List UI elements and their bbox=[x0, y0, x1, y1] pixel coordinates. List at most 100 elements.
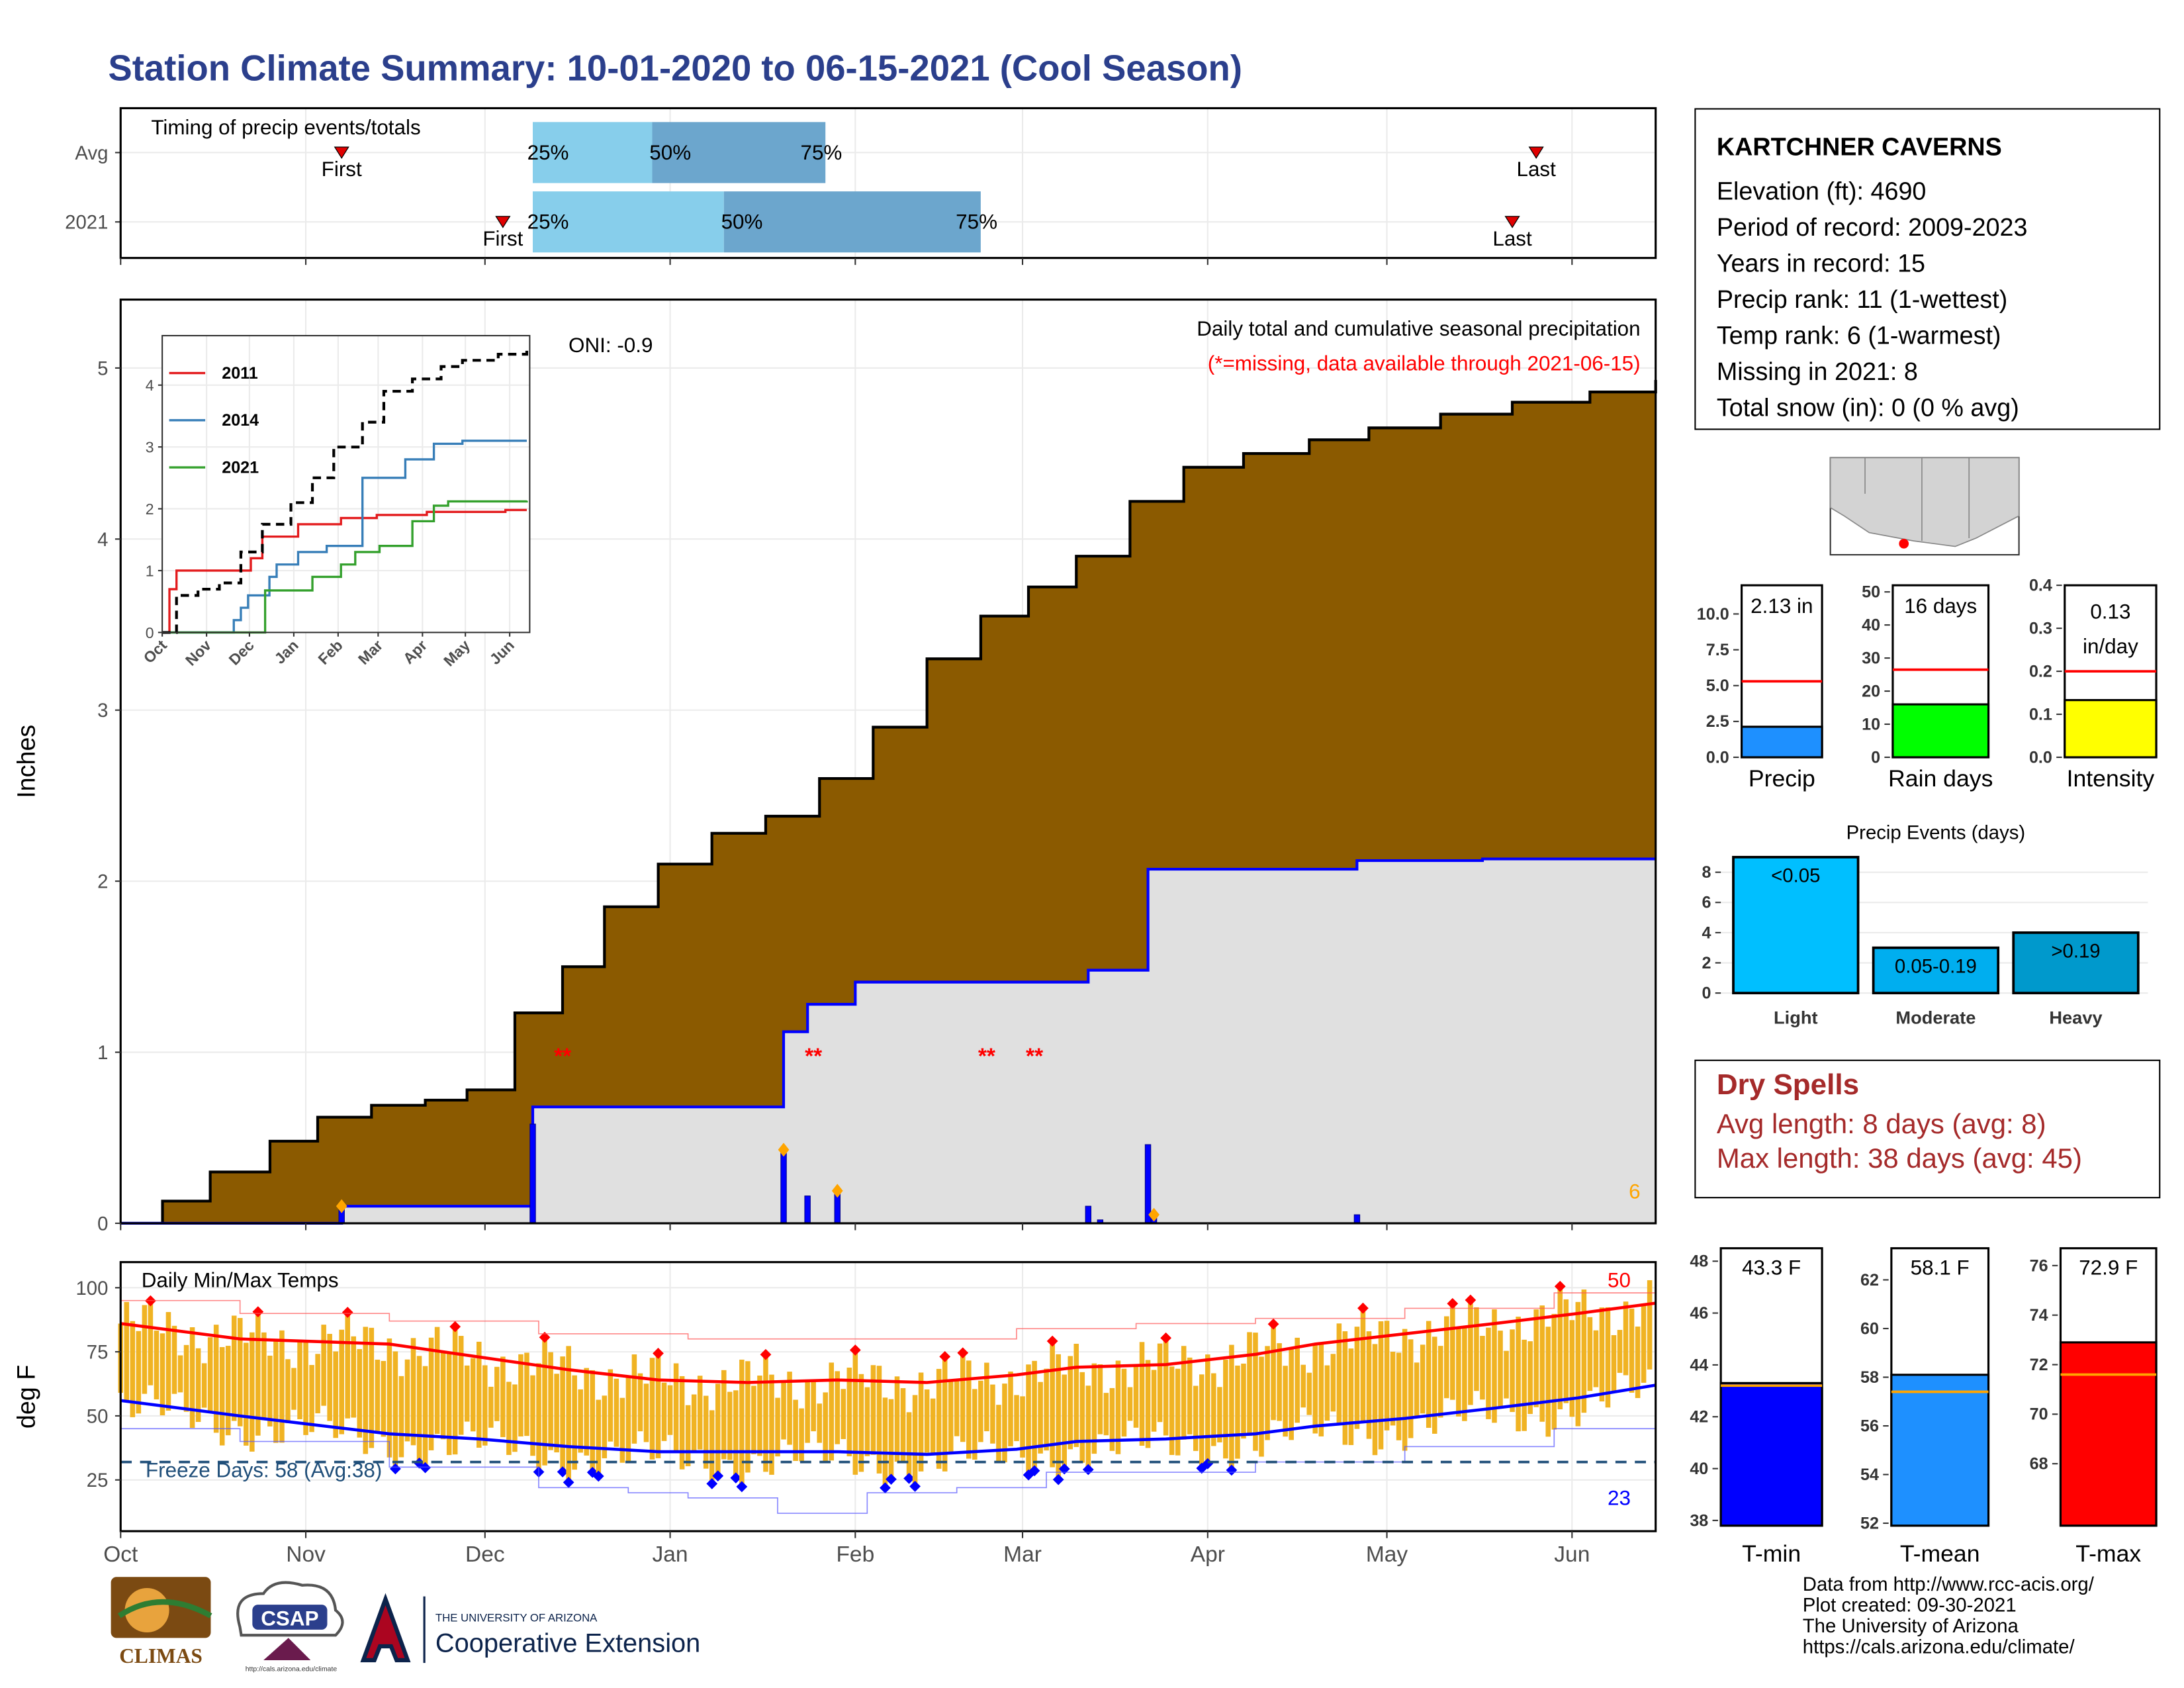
inset-series-2014 bbox=[162, 440, 527, 634]
precip-title: Daily total and cumulative seasonal prec… bbox=[1197, 317, 1640, 340]
daily-temp-bar bbox=[1032, 1360, 1037, 1471]
tmax_bar-ytick-label: 76 bbox=[2030, 1256, 2048, 1275]
freeze-marker bbox=[563, 1477, 574, 1488]
daily-temp-bar bbox=[428, 1337, 434, 1450]
daily-temp-bar bbox=[1187, 1357, 1193, 1434]
daily-temp-bar bbox=[1008, 1371, 1013, 1446]
timing-bar-q1 bbox=[532, 122, 653, 183]
ua-line2: Cooperative Extension bbox=[435, 1628, 700, 1658]
daily-temp-bar bbox=[1193, 1385, 1199, 1451]
events-bar-label: >0.19 bbox=[2051, 941, 2100, 962]
freeze-marker bbox=[886, 1474, 897, 1485]
temp-xtick-label: Mar bbox=[1003, 1542, 1042, 1567]
daily-temp-bar bbox=[1438, 1346, 1443, 1418]
inset-average-line bbox=[162, 348, 529, 634]
daily-temp-bar bbox=[1211, 1373, 1216, 1446]
daily-temp-bar bbox=[1354, 1327, 1360, 1429]
daily-temp-bar bbox=[1283, 1366, 1288, 1437]
daily-temp-bar bbox=[524, 1352, 529, 1436]
daily-temp-bar bbox=[1474, 1307, 1479, 1391]
daily-temp-bar bbox=[1420, 1344, 1426, 1414]
daily-temp-bar bbox=[1480, 1336, 1485, 1400]
station-years: Years in record: 15 bbox=[1716, 250, 1926, 278]
daily-temp-bar bbox=[219, 1347, 225, 1446]
tmean_bar-ytick-label: 60 bbox=[1860, 1319, 1879, 1338]
tmax_bar-ytick-label: 72 bbox=[2030, 1356, 2048, 1374]
freeze-marker bbox=[557, 1466, 569, 1477]
daily-temp-bar bbox=[392, 1351, 398, 1469]
daily-temp-bar bbox=[309, 1365, 314, 1432]
timing-label-50: 50% bbox=[649, 141, 691, 164]
daily-temp-bar bbox=[1468, 1299, 1473, 1405]
daily-temp-bar bbox=[1151, 1370, 1157, 1432]
daily-temp-bar bbox=[906, 1412, 912, 1479]
daily-temp-bar bbox=[894, 1376, 900, 1462]
daily-temp-bar bbox=[1026, 1364, 1031, 1476]
bars_precip-ytick-label: 5.0 bbox=[1706, 677, 1729, 695]
daily-temp-bar bbox=[1510, 1329, 1515, 1413]
daily-temp-bar bbox=[422, 1366, 428, 1468]
daily-temp-bar bbox=[488, 1386, 494, 1428]
daily-temp-bar bbox=[452, 1327, 458, 1455]
daily-temp-bar bbox=[1115, 1360, 1121, 1454]
station-period: Period of record: 2009-2023 bbox=[1716, 213, 2028, 242]
tmin_bar-ytick-label: 38 bbox=[1690, 1511, 1708, 1530]
daily-temp-bar bbox=[1169, 1366, 1175, 1455]
bars_raindays-ytick-label: 10 bbox=[1862, 715, 1880, 733]
events-bar-light bbox=[1732, 855, 1860, 995]
daily-temp-bar bbox=[590, 1370, 596, 1473]
daily-temp-bar bbox=[679, 1376, 685, 1470]
temp-ytick-label: 75 bbox=[87, 1342, 109, 1364]
bars_intensity-ytick-label: 0.1 bbox=[2029, 705, 2052, 724]
daily-temp-bar bbox=[1109, 1387, 1115, 1451]
daily-temp-bar bbox=[512, 1384, 518, 1452]
bars_intensity-ytick-label: 0.2 bbox=[2029, 662, 2052, 680]
daily-temp-bar bbox=[1014, 1395, 1019, 1442]
timing-bar-q2 bbox=[723, 191, 981, 253]
daily-temp-bar bbox=[1235, 1365, 1240, 1459]
precip-ytick-label: 3 bbox=[97, 700, 108, 722]
daily-temp-bars bbox=[118, 1280, 1653, 1494]
station-name: KARTCHNER CAVERNS bbox=[1716, 133, 2002, 162]
daily-temp-bar bbox=[1516, 1317, 1521, 1432]
daily-temp-bar bbox=[339, 1329, 344, 1434]
oni-annotation: ONI: -0.9 bbox=[569, 334, 653, 357]
timing-label-first: First bbox=[482, 227, 523, 250]
dry-spells-max: Max length: 38 days (avg: 45) bbox=[1716, 1144, 2082, 1175]
freeze-marker bbox=[1058, 1463, 1070, 1475]
events-ytick-label: 4 bbox=[1702, 923, 1711, 942]
bars_intensity-ytick-label: 0.4 bbox=[2029, 577, 2052, 595]
daily-temp-bar bbox=[841, 1389, 846, 1439]
daily-temp-bar bbox=[715, 1383, 721, 1476]
daily-temp-bar bbox=[1635, 1326, 1641, 1398]
csap-logo-text: CSAP bbox=[261, 1607, 318, 1630]
daily-temp-bar bbox=[1366, 1331, 1372, 1439]
events-ytick-label: 2 bbox=[1702, 954, 1711, 972]
daily-temp-bar bbox=[697, 1376, 703, 1450]
daily-temp-bar bbox=[936, 1368, 942, 1469]
daily-temp-bar bbox=[1253, 1333, 1258, 1451]
daily-precip-bar bbox=[1353, 1214, 1361, 1224]
avg-max-line bbox=[120, 1301, 1656, 1384]
daily-temp-bar bbox=[1223, 1360, 1228, 1459]
daily-temp-bar bbox=[1384, 1321, 1390, 1430]
tmax_bar-value-label: 72.9 F bbox=[2079, 1256, 2138, 1279]
tmean_bar-value-label: 58.1 F bbox=[1911, 1256, 1970, 1279]
daily-temp-bar bbox=[643, 1383, 649, 1442]
timing-marker-first bbox=[495, 216, 511, 228]
daily-temp-bar bbox=[888, 1399, 894, 1479]
daily-temp-bar bbox=[829, 1362, 835, 1461]
daily-temp-bar bbox=[619, 1397, 625, 1463]
timing-row-label: Avg bbox=[75, 142, 108, 164]
daily-temp-bar bbox=[1414, 1362, 1420, 1417]
daily-temp-bar bbox=[1641, 1304, 1647, 1383]
daily-temp-bar bbox=[1593, 1330, 1599, 1387]
daily-temp-bar bbox=[781, 1380, 786, 1440]
daily-temp-bar bbox=[159, 1333, 165, 1416]
climas-logo-text: CLIMAS bbox=[119, 1644, 203, 1667]
precip-ylabel: Inches bbox=[12, 725, 40, 798]
daily-temp-bar bbox=[279, 1330, 285, 1443]
daily-temp-bar bbox=[912, 1395, 918, 1487]
daily-temp-bar bbox=[1396, 1352, 1402, 1440]
daily-precip-bar bbox=[804, 1196, 811, 1224]
